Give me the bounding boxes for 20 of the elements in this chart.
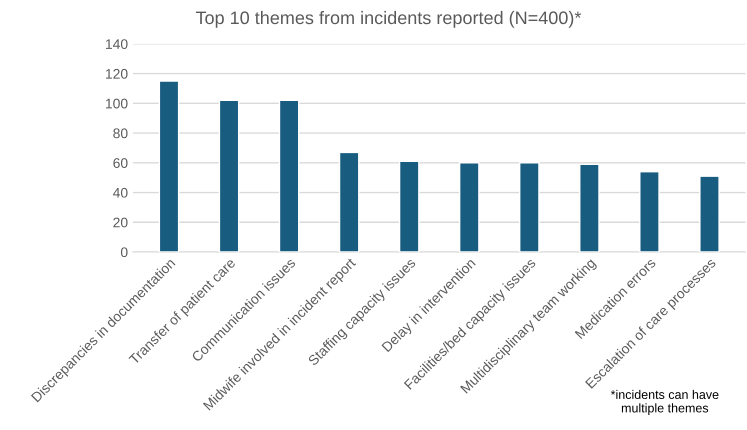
chart-title: Top 10 themes from incidents reported (N=400)* [196, 10, 582, 28]
bar [519, 162, 540, 252]
bar [278, 100, 300, 252]
y-tick-label: 20 [113, 218, 128, 228]
y-tick-label: 120 [106, 68, 128, 79]
text: *incidents can have multiple themes [610, 390, 718, 415]
y-tick-label: 0 [120, 247, 128, 258]
y-tick-label: 40 [112, 188, 128, 198]
y-tick-label: 100 [106, 98, 128, 108]
bar [699, 175, 720, 252]
bar [639, 171, 660, 252]
bar [218, 100, 240, 252]
y-tick-label: 60 [113, 158, 128, 168]
y-tick-label: 80 [113, 128, 128, 138]
bar [338, 152, 360, 252]
bar [579, 164, 600, 252]
y-tick-label: 140 [106, 39, 128, 50]
bar [158, 80, 180, 252]
bar [398, 160, 420, 252]
bar [458, 162, 480, 252]
